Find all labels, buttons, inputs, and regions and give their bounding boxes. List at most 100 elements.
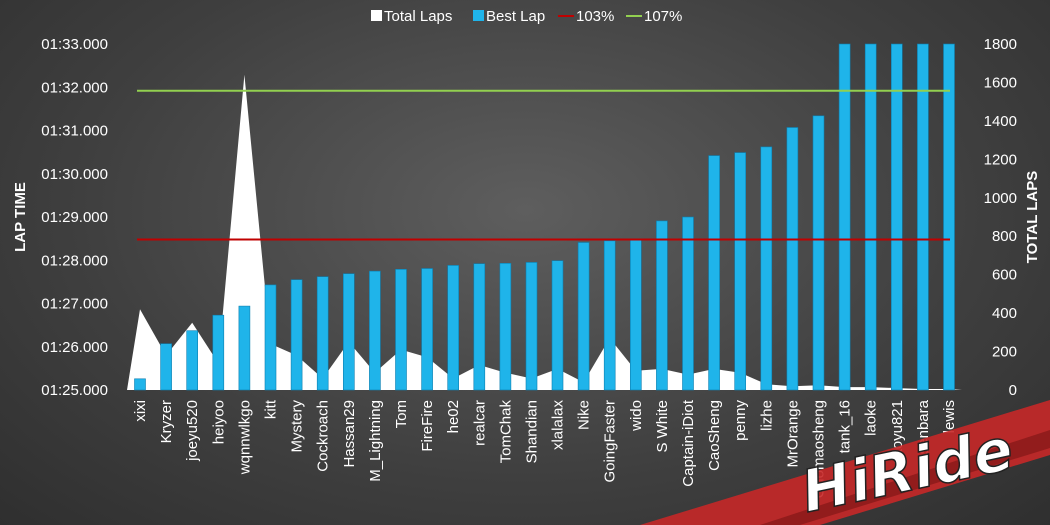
- legend-swatch-best-lap: [473, 10, 484, 21]
- y-tick-label: 01:33.000: [41, 36, 108, 53]
- best-lap-bar: [212, 314, 225, 391]
- best-lap-bar: [629, 239, 642, 391]
- y2-tick-label: 1600: [984, 74, 1017, 91]
- x-tick-label: CaoSheng: [706, 400, 723, 471]
- best-lap-bar: [316, 276, 329, 391]
- best-lap-bar: [682, 216, 694, 391]
- y-tick-label: 01:25.000: [41, 382, 108, 399]
- x-tick-label: kitt: [263, 399, 280, 419]
- best-lap-bar: [656, 220, 668, 391]
- best-lap-bar: [551, 260, 564, 391]
- y2-tick-label: 400: [992, 305, 1017, 322]
- y-axis-title: LAP TIME: [12, 182, 29, 252]
- x-tick-label: MrOrange: [784, 400, 801, 468]
- watermark-text: HiRide: [796, 415, 1019, 525]
- legend-swatch-total-laps: [371, 10, 382, 21]
- y2-tick-label: 1400: [984, 113, 1017, 130]
- x-tick-label: TomChak: [497, 400, 514, 464]
- best-lap-bar: [890, 43, 903, 391]
- y2-tick-label: 800: [992, 228, 1017, 245]
- y-tick-label: 01:31.000: [41, 123, 108, 140]
- x-tick-label: S White: [654, 400, 671, 453]
- total-laps-area-layer: [127, 74, 962, 391]
- reference-lines-layer: [137, 89, 950, 241]
- best-lap-bar: [577, 242, 590, 391]
- legend-label-total-laps: Total Laps: [384, 8, 452, 25]
- x-tick-label: Nike: [576, 400, 593, 430]
- y2-tick-label: 1800: [984, 36, 1017, 53]
- x-tick-label: xlalalax: [550, 400, 567, 451]
- x-tick-label: penny: [732, 400, 749, 441]
- y-tick-label: 01:29.000: [41, 209, 108, 226]
- y-axis-ticks: 01:25.000 01:26.000 01:27.000 01:28.000 01:2…: [41, 36, 108, 399]
- y2-tick-label: 200: [992, 344, 1017, 361]
- x-tick-label: Shandian: [524, 400, 541, 463]
- x-tick-label: Kryzer: [158, 400, 175, 443]
- best-lap-bar: [395, 268, 407, 391]
- x-tick-label: xixi: [132, 400, 149, 422]
- best-lap-bar: [917, 43, 929, 391]
- best-lap-bar: [525, 262, 538, 391]
- y-tick-label: 01:32.000: [41, 79, 108, 96]
- y2-tick-label: 600: [992, 267, 1017, 284]
- best-lap-bar: [734, 152, 747, 391]
- y2-tick-label: 1200: [984, 151, 1017, 168]
- best-lap-bar: [238, 305, 251, 391]
- x-tick-label: he02: [445, 400, 462, 433]
- x-tick-label: wido: [628, 400, 645, 432]
- best-lap-bar: [160, 343, 172, 391]
- best-lap-bar: [838, 43, 851, 391]
- best-lap-bar: [603, 240, 616, 391]
- x-tick-label: tank_16: [837, 400, 854, 453]
- best-lap-bar: [473, 263, 486, 391]
- x-tick-label: wqnnwlkgo: [236, 400, 253, 475]
- y-tick-label: 01:30.000: [41, 166, 108, 183]
- watermark-stripe-dark: [760, 430, 1050, 525]
- x-axis-ticks: xixi Kryzer joeyu520 heiyoo wqnnwlkgo kitt Mys…: [132, 399, 958, 498]
- best-lap-bar: [943, 43, 955, 391]
- best-lap-bar: [499, 262, 512, 391]
- legend-label-107: 107%: [644, 8, 682, 25]
- x-tick-label: realcar: [471, 400, 488, 446]
- best-lap-bar: [369, 270, 381, 391]
- x-tick-label: Tom: [393, 400, 410, 428]
- x-tick-label: lizhe: [758, 400, 775, 431]
- legend: Total Laps Best Lap 103% 107%: [371, 8, 682, 25]
- best-lap-bar: [134, 378, 146, 391]
- best-lap-bar: [447, 265, 460, 391]
- x-tick-label: Mystery: [289, 400, 306, 453]
- best-lap-bar: [342, 273, 355, 391]
- x-tick-label: M_Lightning: [367, 400, 384, 482]
- best-lap-bar: [186, 330, 198, 391]
- y-tick-label: 01:27.000: [41, 296, 108, 313]
- y2-tick-label: 1000: [984, 190, 1017, 207]
- x-tick-label: lewis: [941, 400, 958, 433]
- x-tick-label: joeyu520: [184, 400, 201, 462]
- y-tick-label: 01:26.000: [41, 339, 108, 356]
- best-lap-bar: [864, 43, 877, 391]
- x-tick-label: laoke: [863, 400, 880, 436]
- x-tick-label: Hassan29: [341, 400, 358, 468]
- x-tick-label: Cockroach: [315, 400, 332, 472]
- best-lap-bar: [760, 146, 773, 391]
- legend-label-103: 103%: [576, 8, 614, 25]
- best-lap-bar: [786, 127, 799, 391]
- best-lap-bar: [264, 284, 277, 391]
- y2-tick-label: 0: [1009, 382, 1017, 399]
- best-lap-bar: [421, 268, 433, 391]
- best-lap-bars-layer: [134, 43, 955, 391]
- y2-axis-ticks: 0 200 400 600 800 1000 1200 1400 1600 1800: [984, 36, 1017, 399]
- best-lap-bar: [290, 279, 303, 391]
- x-tick-label: Captain-iDiot: [680, 399, 697, 487]
- x-tick-label: heiyoo: [210, 400, 227, 444]
- watermark-stripe: [640, 400, 1050, 525]
- y2-axis-title: TOTAL LAPS: [1024, 171, 1041, 264]
- total-laps-area: [127, 74, 962, 391]
- x-tick-label: GoingFaster: [602, 400, 619, 483]
- x-tick-label: FireFire: [419, 400, 436, 452]
- y-tick-label: 01:28.000: [41, 252, 108, 269]
- best-lap-bar: [812, 115, 825, 391]
- best-lap-bar: [708, 155, 720, 391]
- legend-label-best-lap: Best Lap: [486, 8, 545, 25]
